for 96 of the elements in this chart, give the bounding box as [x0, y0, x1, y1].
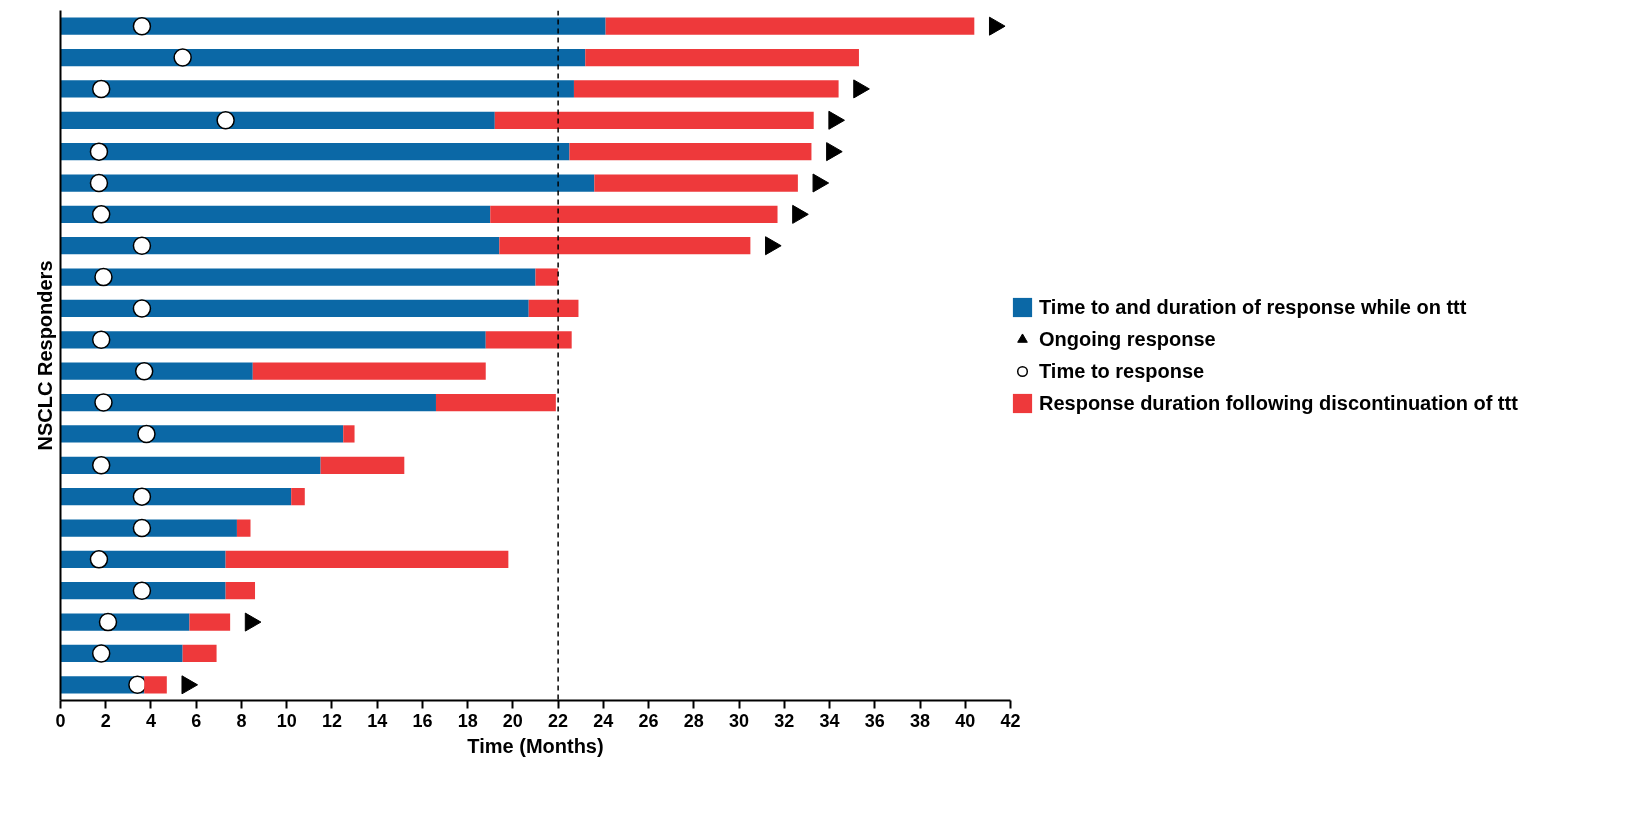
x-tick-label: 38 [910, 710, 931, 731]
x-tick-label: 8 [236, 710, 247, 731]
point [94, 267, 113, 287]
bar [585, 48, 859, 67]
point [94, 393, 113, 412]
bar [490, 205, 778, 223]
point [132, 581, 152, 600]
bar [225, 582, 256, 600]
x-tick-label: 0 [55, 710, 66, 731]
bar [144, 676, 167, 694]
point [132, 16, 152, 36]
legend-label: Time to response [1039, 359, 1205, 383]
point [132, 236, 152, 255]
point [132, 299, 152, 318]
point [98, 612, 118, 632]
bar [60, 299, 529, 318]
bar [343, 425, 355, 443]
bar [225, 550, 509, 568]
x-axis-title: Time (Months) [467, 734, 604, 757]
y-axis-title: NSCLC Responders [33, 260, 56, 451]
legend-label: Response duration following discontinuation of ttt [1039, 391, 1518, 415]
point [132, 518, 152, 538]
bar [494, 111, 814, 129]
bar [60, 237, 500, 255]
bar [182, 644, 217, 663]
bar [189, 613, 231, 631]
bar [528, 299, 579, 318]
point [765, 236, 782, 256]
bar [60, 456, 321, 474]
legend-label: Time to and duration of response while on ttt [1039, 295, 1467, 319]
x-tick-label: 4 [145, 710, 156, 731]
bar [60, 425, 344, 443]
bar [499, 237, 751, 255]
point [91, 456, 111, 475]
bar [60, 362, 253, 380]
bar [60, 174, 595, 192]
x-tick-label: 24 [593, 710, 614, 731]
bar [60, 519, 237, 537]
bar [60, 17, 606, 35]
point [828, 110, 845, 130]
bar [605, 17, 975, 35]
x-tick-label: 42 [1000, 710, 1021, 731]
point [89, 550, 109, 569]
x-tick-label: 28 [683, 710, 704, 731]
point [91, 644, 111, 663]
x-tick-label: 20 [502, 710, 523, 731]
x-tick-label: 14 [367, 710, 388, 731]
point [216, 111, 235, 130]
point [173, 48, 192, 67]
point [988, 16, 1006, 36]
point [132, 487, 152, 506]
x-tick-label: 26 [638, 710, 659, 731]
x-tick-label: 32 [774, 710, 795, 731]
point [134, 361, 154, 381]
x-tick-label: 2 [100, 710, 111, 731]
point [792, 204, 809, 224]
point [91, 330, 111, 350]
x-tick-label: 6 [191, 710, 202, 731]
point [137, 424, 156, 444]
x-tick-label: 36 [864, 710, 885, 731]
x-tick-label: 10 [276, 710, 297, 731]
x-tick-label: 16 [412, 710, 433, 731]
point [128, 675, 147, 695]
bar [60, 143, 570, 161]
x-tick-label: 22 [548, 710, 569, 731]
bar [535, 268, 559, 286]
bar [60, 48, 586, 67]
point [89, 173, 109, 193]
bar [435, 393, 556, 412]
x-tick-label: 34 [819, 710, 840, 731]
bar [594, 174, 798, 192]
x-tick-label: 30 [729, 710, 750, 731]
bar [485, 331, 572, 349]
bar [60, 268, 536, 286]
legend-label: Ongoing response [1039, 327, 1216, 351]
point [89, 142, 109, 161]
point [812, 173, 830, 193]
bar [291, 488, 305, 506]
bar [60, 393, 436, 412]
point [91, 205, 111, 224]
bar [60, 488, 292, 506]
x-tick-label: 12 [321, 710, 342, 731]
bar [252, 362, 486, 380]
point [853, 79, 870, 99]
bar [60, 80, 574, 98]
bar [569, 143, 812, 161]
bar [236, 519, 251, 537]
point [826, 142, 843, 162]
point [91, 79, 111, 99]
bar [573, 80, 839, 98]
x-tick-label: 18 [457, 710, 478, 731]
x-tick-label: 40 [955, 710, 976, 731]
bar [60, 205, 491, 223]
bar [60, 331, 486, 349]
bar [320, 456, 405, 474]
bar [60, 111, 495, 129]
